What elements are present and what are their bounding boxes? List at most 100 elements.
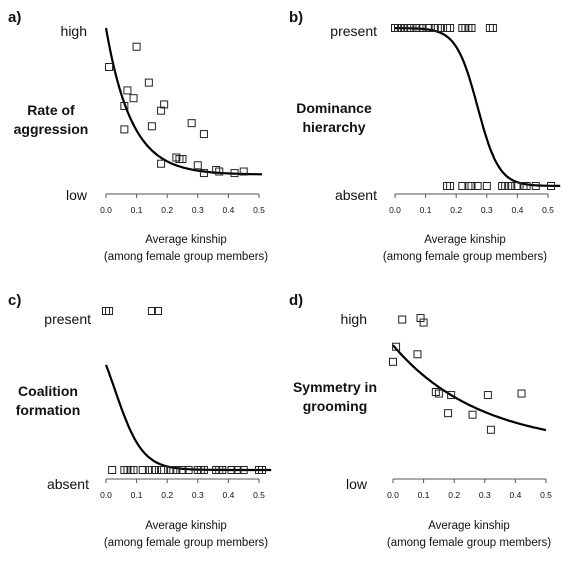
x-axis-label-line-2: (among female group members)	[104, 251, 268, 263]
data-point	[147, 122, 156, 131]
data-point	[468, 410, 477, 419]
y-axis-label-line-1: Dominance	[296, 100, 372, 116]
y-axis-label-line-1: Coalition	[18, 383, 78, 399]
data-point	[513, 182, 522, 190]
fitted-curve	[104, 27, 263, 176]
panel-b: b) present absent Dominance hierarchy 0.…	[289, 9, 561, 263]
x-axis-label-line-1: Average kinship	[424, 234, 506, 246]
data-point	[144, 78, 153, 87]
fitted-curve	[104, 364, 272, 472]
y-axis-label-line-1: Rate of	[27, 102, 75, 118]
data-point	[547, 182, 556, 190]
data-point	[507, 182, 516, 190]
fitted-curve	[392, 344, 547, 432]
x-tick-label: 0.3	[479, 490, 491, 500]
data-point	[138, 466, 147, 474]
x-tick-label: 0.3	[481, 205, 493, 215]
x-tick-label: 0.4	[509, 490, 521, 500]
data-point	[434, 389, 443, 398]
y-low-label: low	[346, 476, 368, 492]
data-point	[389, 357, 397, 366]
x-tick-label: 0.5	[540, 490, 552, 500]
data-point	[150, 466, 159, 474]
y-low-label: low	[66, 187, 88, 203]
data-point	[157, 159, 166, 168]
x-tick-label: 0.2	[448, 490, 460, 500]
x-axis-label-line-1: Average kinship	[428, 520, 510, 532]
data-point	[406, 24, 415, 32]
x-tick-label: 0.0	[389, 205, 401, 215]
data-point	[473, 182, 482, 190]
data-point	[218, 466, 227, 474]
data-point	[160, 466, 169, 474]
data-point	[105, 307, 114, 315]
y-high-label: high	[61, 23, 87, 39]
x-tick-label: 0.0	[100, 490, 112, 500]
data-point	[129, 94, 138, 103]
data-point	[413, 350, 422, 359]
data-point	[522, 182, 531, 190]
data-point	[132, 42, 141, 51]
y-low-label: absent	[47, 476, 89, 492]
data-point	[105, 63, 114, 71]
data-point	[123, 86, 132, 95]
x-axis-label-line-2: (among female group members)	[387, 537, 551, 549]
data-point	[120, 102, 129, 110]
plot-area: 0.0 0.1 0.2 0.3 0.4 0.5	[389, 24, 561, 215]
x-tick-label: 0.3	[192, 205, 204, 215]
data-point	[154, 307, 163, 315]
x-tick-label: 0.1	[418, 490, 430, 500]
data-point	[482, 182, 491, 190]
plot-area: 0.0 0.1 0.2 0.3 0.4 0.5	[100, 307, 272, 500]
data-point	[147, 307, 156, 315]
data-point	[424, 24, 433, 32]
x-tick-label: 0.1	[131, 490, 143, 500]
x-tick-label: 0.1	[131, 205, 143, 215]
x-tick-label: 0.0	[100, 205, 112, 215]
data-point	[120, 125, 129, 134]
data-point	[199, 130, 208, 139]
data-point	[444, 409, 453, 418]
data-point	[184, 466, 193, 474]
data-point	[398, 315, 407, 324]
data-point	[178, 155, 187, 164]
data-point	[392, 342, 401, 351]
y-high-label: present	[330, 23, 377, 39]
y-axis-label-line-2: hierarchy	[302, 119, 365, 135]
data-point	[488, 24, 497, 32]
data-point	[215, 167, 224, 176]
data-point	[446, 24, 455, 32]
data-point	[239, 167, 248, 176]
x-tick-label: 0.4	[222, 205, 234, 215]
x-tick-label: 0.2	[161, 205, 173, 215]
x-axis-label-line-1: Average kinship	[145, 234, 227, 246]
data-point	[447, 391, 456, 400]
x-tick-label: 0.4	[222, 490, 234, 500]
data-point	[436, 24, 445, 32]
plot-area: 0.0 0.1 0.2 0.3 0.4 0.5	[387, 314, 552, 500]
panel-label: d)	[289, 292, 303, 309]
y-axis-label-line-1: Symmetry in	[293, 379, 377, 395]
data-point	[419, 318, 428, 327]
plot-area: 0.0 0.1 0.2 0.3 0.4 0.5	[100, 27, 265, 215]
panel-label: b)	[289, 9, 303, 26]
data-point	[446, 182, 455, 190]
data-point	[483, 391, 492, 400]
panel-d: d) high low Symmetry in grooming 0.0 0.1 0…	[289, 292, 552, 549]
y-high-label: present	[44, 311, 91, 327]
x-tick-label: 0.5	[253, 490, 265, 500]
data-point	[160, 100, 169, 109]
y-axis-label-line-2: formation	[16, 402, 81, 418]
data-point	[467, 24, 476, 32]
data-point	[193, 161, 202, 170]
x-tick-label: 0.0	[387, 490, 399, 500]
data-point	[458, 182, 467, 190]
data-point	[531, 182, 540, 190]
data-point	[467, 182, 476, 190]
data-point	[233, 466, 242, 474]
panel-label: c)	[8, 292, 21, 309]
x-tick-label: 0.2	[450, 205, 462, 215]
x-tick-label: 0.4	[511, 205, 523, 215]
x-tick-label: 0.1	[420, 205, 432, 215]
